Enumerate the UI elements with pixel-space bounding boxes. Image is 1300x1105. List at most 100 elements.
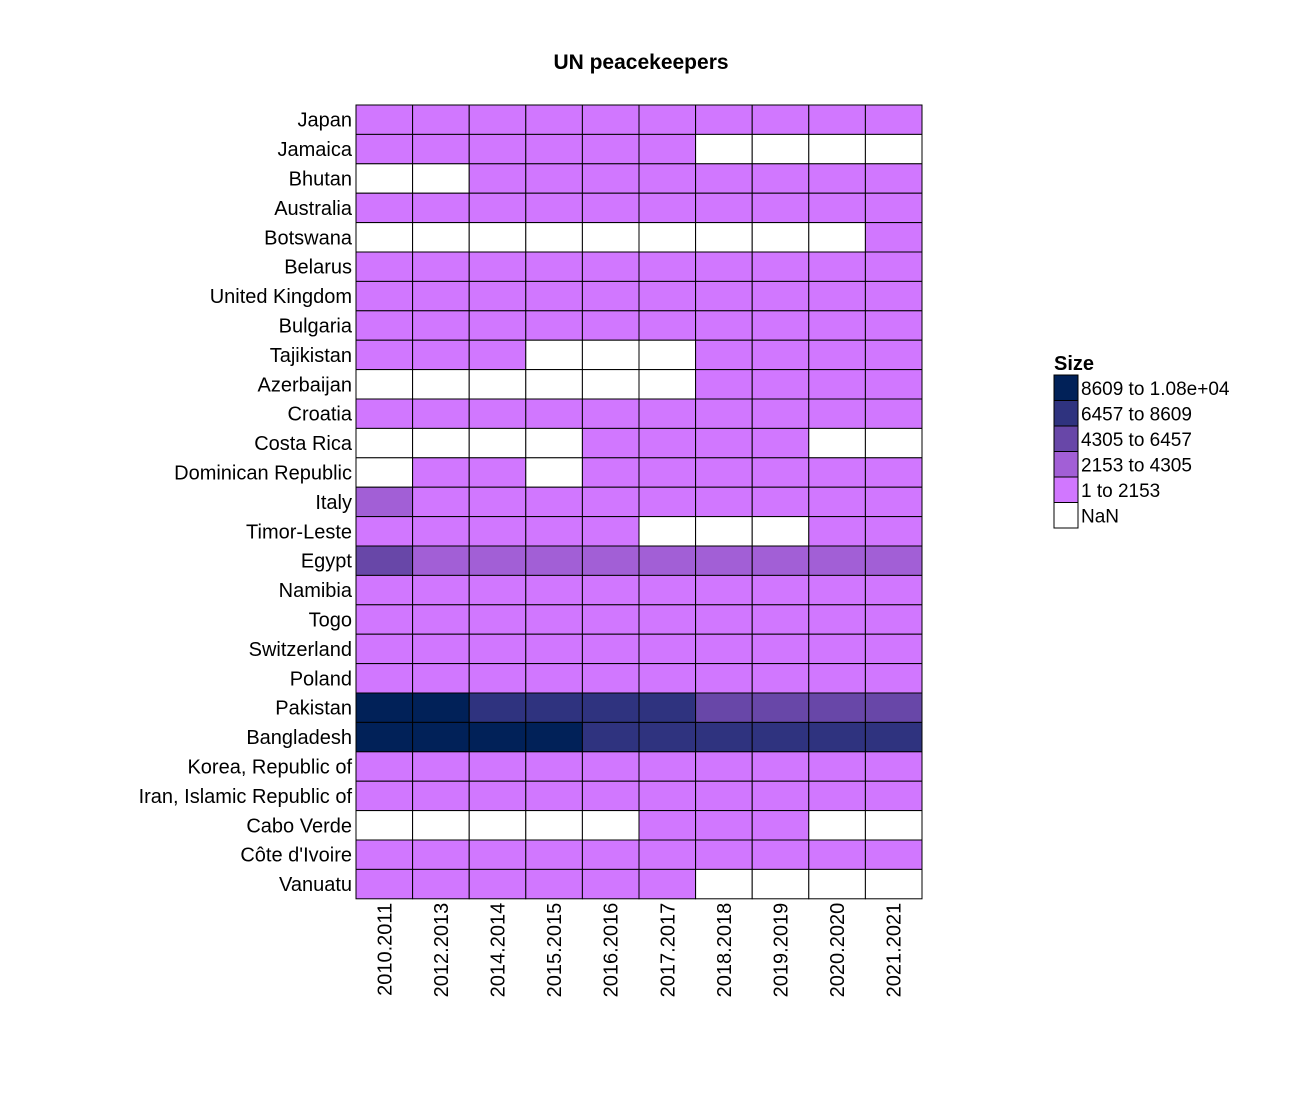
heatmap-cell xyxy=(468,398,527,429)
heatmap-cell xyxy=(468,310,527,341)
y-tick-label: Dominican Republic xyxy=(174,463,352,485)
heatmap-cell xyxy=(581,810,640,841)
y-tick-label: Togo xyxy=(309,610,352,632)
heatmap-cell xyxy=(581,486,640,518)
heatmap-cell xyxy=(808,721,866,753)
heatmap-cell xyxy=(638,486,697,518)
heatmap-cell xyxy=(751,663,810,694)
heatmap-cell xyxy=(525,868,583,900)
heatmap-cell xyxy=(525,222,583,253)
heatmap-cell xyxy=(808,457,866,488)
heatmap-cell xyxy=(355,692,414,723)
heatmap-cell xyxy=(581,868,640,900)
heatmap-cell xyxy=(808,133,866,165)
heatmap-cell xyxy=(864,663,923,694)
heatmap-cell xyxy=(864,369,923,400)
x-axis-labels: 2010.2011 2012.2013 2014.2014 2015.2015 2016… xyxy=(374,903,905,998)
heatmap-cell xyxy=(808,604,866,635)
chart-title: UN peacekeepers xyxy=(553,51,728,74)
heatmap-cell xyxy=(808,545,866,576)
heatmap-cell xyxy=(355,574,414,606)
heatmap-cell xyxy=(468,839,527,870)
legend: Size 8609 to 1.08e+04 6457 to 8609 4305 to … xyxy=(1053,353,1230,529)
y-tick-label: Costa Rica xyxy=(254,433,353,455)
heatmap-cell xyxy=(581,133,640,165)
heatmap-cell xyxy=(525,163,583,194)
y-tick-label: Croatia xyxy=(288,404,353,426)
heatmap-cell xyxy=(751,633,810,665)
legend-title: Size xyxy=(1054,353,1094,375)
heatmap-cell xyxy=(412,751,470,782)
heatmap-cell xyxy=(864,604,923,635)
heatmap-cell xyxy=(468,692,527,723)
heatmap-cells xyxy=(355,104,923,900)
legend-label: NaN xyxy=(1081,506,1119,527)
heatmap-cell xyxy=(525,692,583,723)
heatmap-cell xyxy=(808,780,866,812)
y-axis-labels: Japan Jamaica Bhutan Australia Botswana Belar… xyxy=(139,110,353,896)
y-tick-label: Australia xyxy=(274,198,353,220)
heatmap-cell xyxy=(751,751,810,782)
heatmap-cell xyxy=(355,663,414,694)
heatmap-cell xyxy=(468,574,527,606)
heatmap-cell xyxy=(695,516,753,547)
heatmap-cell xyxy=(864,545,923,576)
heatmap-cell xyxy=(355,545,414,576)
heatmap-cell xyxy=(581,427,640,459)
heatmap-cell xyxy=(695,133,753,165)
heatmap-cell xyxy=(751,457,810,488)
heatmap-cell xyxy=(525,574,583,606)
heatmap-cell xyxy=(751,839,810,870)
heatmap-cell xyxy=(525,280,583,312)
heatmap-cell xyxy=(525,486,583,518)
heatmap-cell xyxy=(581,516,640,547)
heatmap-cell xyxy=(638,751,697,782)
x-tick-label: 2010.2011 xyxy=(374,903,396,996)
heatmap-cell xyxy=(695,369,753,400)
heatmap-cell xyxy=(808,663,866,694)
heatmap-cell xyxy=(638,516,697,547)
heatmap-cell xyxy=(412,604,470,635)
x-tick-label: 2019.2019 xyxy=(771,903,793,998)
heatmap-cell xyxy=(581,251,640,282)
heatmap-cell xyxy=(864,780,923,812)
heatmap-cell xyxy=(412,545,470,576)
heatmap-cell xyxy=(412,369,470,400)
heatmap-cell xyxy=(412,339,470,371)
heatmap-cell xyxy=(751,192,810,224)
heatmap-cell xyxy=(412,104,470,135)
heatmap-cell xyxy=(638,721,697,753)
heatmap-cell xyxy=(751,427,810,459)
heatmap-cell xyxy=(695,222,753,253)
heatmap-cell xyxy=(695,163,753,194)
heatmap-cell xyxy=(525,310,583,341)
heatmap-cell xyxy=(638,104,697,135)
heatmap-cell xyxy=(751,516,810,547)
heatmap-cell xyxy=(468,427,527,459)
x-tick-label: 2018.2018 xyxy=(714,903,736,998)
x-tick-label: 2012.2013 xyxy=(431,903,453,998)
heatmap-cell xyxy=(695,868,753,900)
heatmap-cell xyxy=(751,868,810,900)
y-tick-label: Namibia xyxy=(279,580,353,602)
heatmap-cell xyxy=(525,457,583,488)
heatmap-cell xyxy=(468,604,527,635)
heatmap-cell xyxy=(751,574,810,606)
heatmap-cell xyxy=(864,721,923,753)
heatmap-cell xyxy=(638,633,697,665)
heatmap-cell xyxy=(468,868,527,900)
heatmap-cell xyxy=(581,574,640,606)
heatmap-cell xyxy=(412,574,470,606)
heatmap-cell xyxy=(751,604,810,635)
heatmap-cell xyxy=(638,280,697,312)
heatmap-cell xyxy=(864,104,923,135)
heatmap-cell xyxy=(525,604,583,635)
y-tick-label: Pakistan xyxy=(275,698,352,720)
heatmap-cell xyxy=(864,692,923,723)
heatmap-cell xyxy=(412,163,470,194)
y-tick-label: Côte d'Ivoire xyxy=(240,845,352,867)
x-tick-label: 2016.2016 xyxy=(601,903,623,998)
heatmap-cell xyxy=(638,868,697,900)
heatmap-cell xyxy=(864,310,923,341)
heatmap-cell xyxy=(468,192,527,224)
